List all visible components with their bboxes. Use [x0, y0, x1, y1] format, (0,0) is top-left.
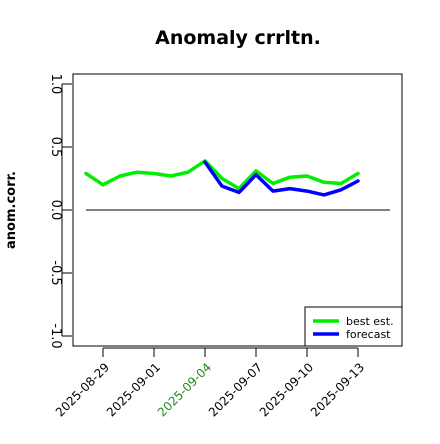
y-tick-label: 1.0	[48, 74, 63, 95]
y-axis: -1.0 -0.5 0.0 0.5 1.0	[48, 74, 72, 349]
legend-label: best est.	[346, 315, 394, 328]
x-tick-label: 2025-08-29	[53, 360, 112, 419]
y-tick-label: -0.5	[48, 260, 63, 285]
chart-title: Anomaly crrltn.	[155, 27, 321, 49]
y-tick-label: -1.0	[48, 323, 63, 348]
y-axis-label: anom.corr.	[4, 171, 19, 249]
legend: best est.forecast	[304, 306, 403, 347]
series-line-0	[84, 159, 360, 191]
x-tick-label: 2025-09-04	[155, 360, 214, 419]
plot-area	[84, 159, 390, 211]
plot-frame	[72, 73, 403, 347]
y-tick-label: 0.0	[48, 200, 63, 221]
x-tick-label: 2025-09-07	[206, 360, 265, 419]
legend-box	[304, 306, 403, 347]
x-tick-label: 2025-09-10	[257, 360, 316, 419]
x-tick-label: 2025-09-13	[308, 360, 367, 419]
x-tick-label: 2025-09-01	[104, 360, 163, 419]
series-line-1	[203, 160, 360, 197]
x-axis: 2025-08-292025-09-012025-09-042025-09-07…	[53, 347, 367, 419]
legend-label: forecast	[346, 328, 391, 341]
y-tick-label: 0.5	[48, 137, 63, 158]
